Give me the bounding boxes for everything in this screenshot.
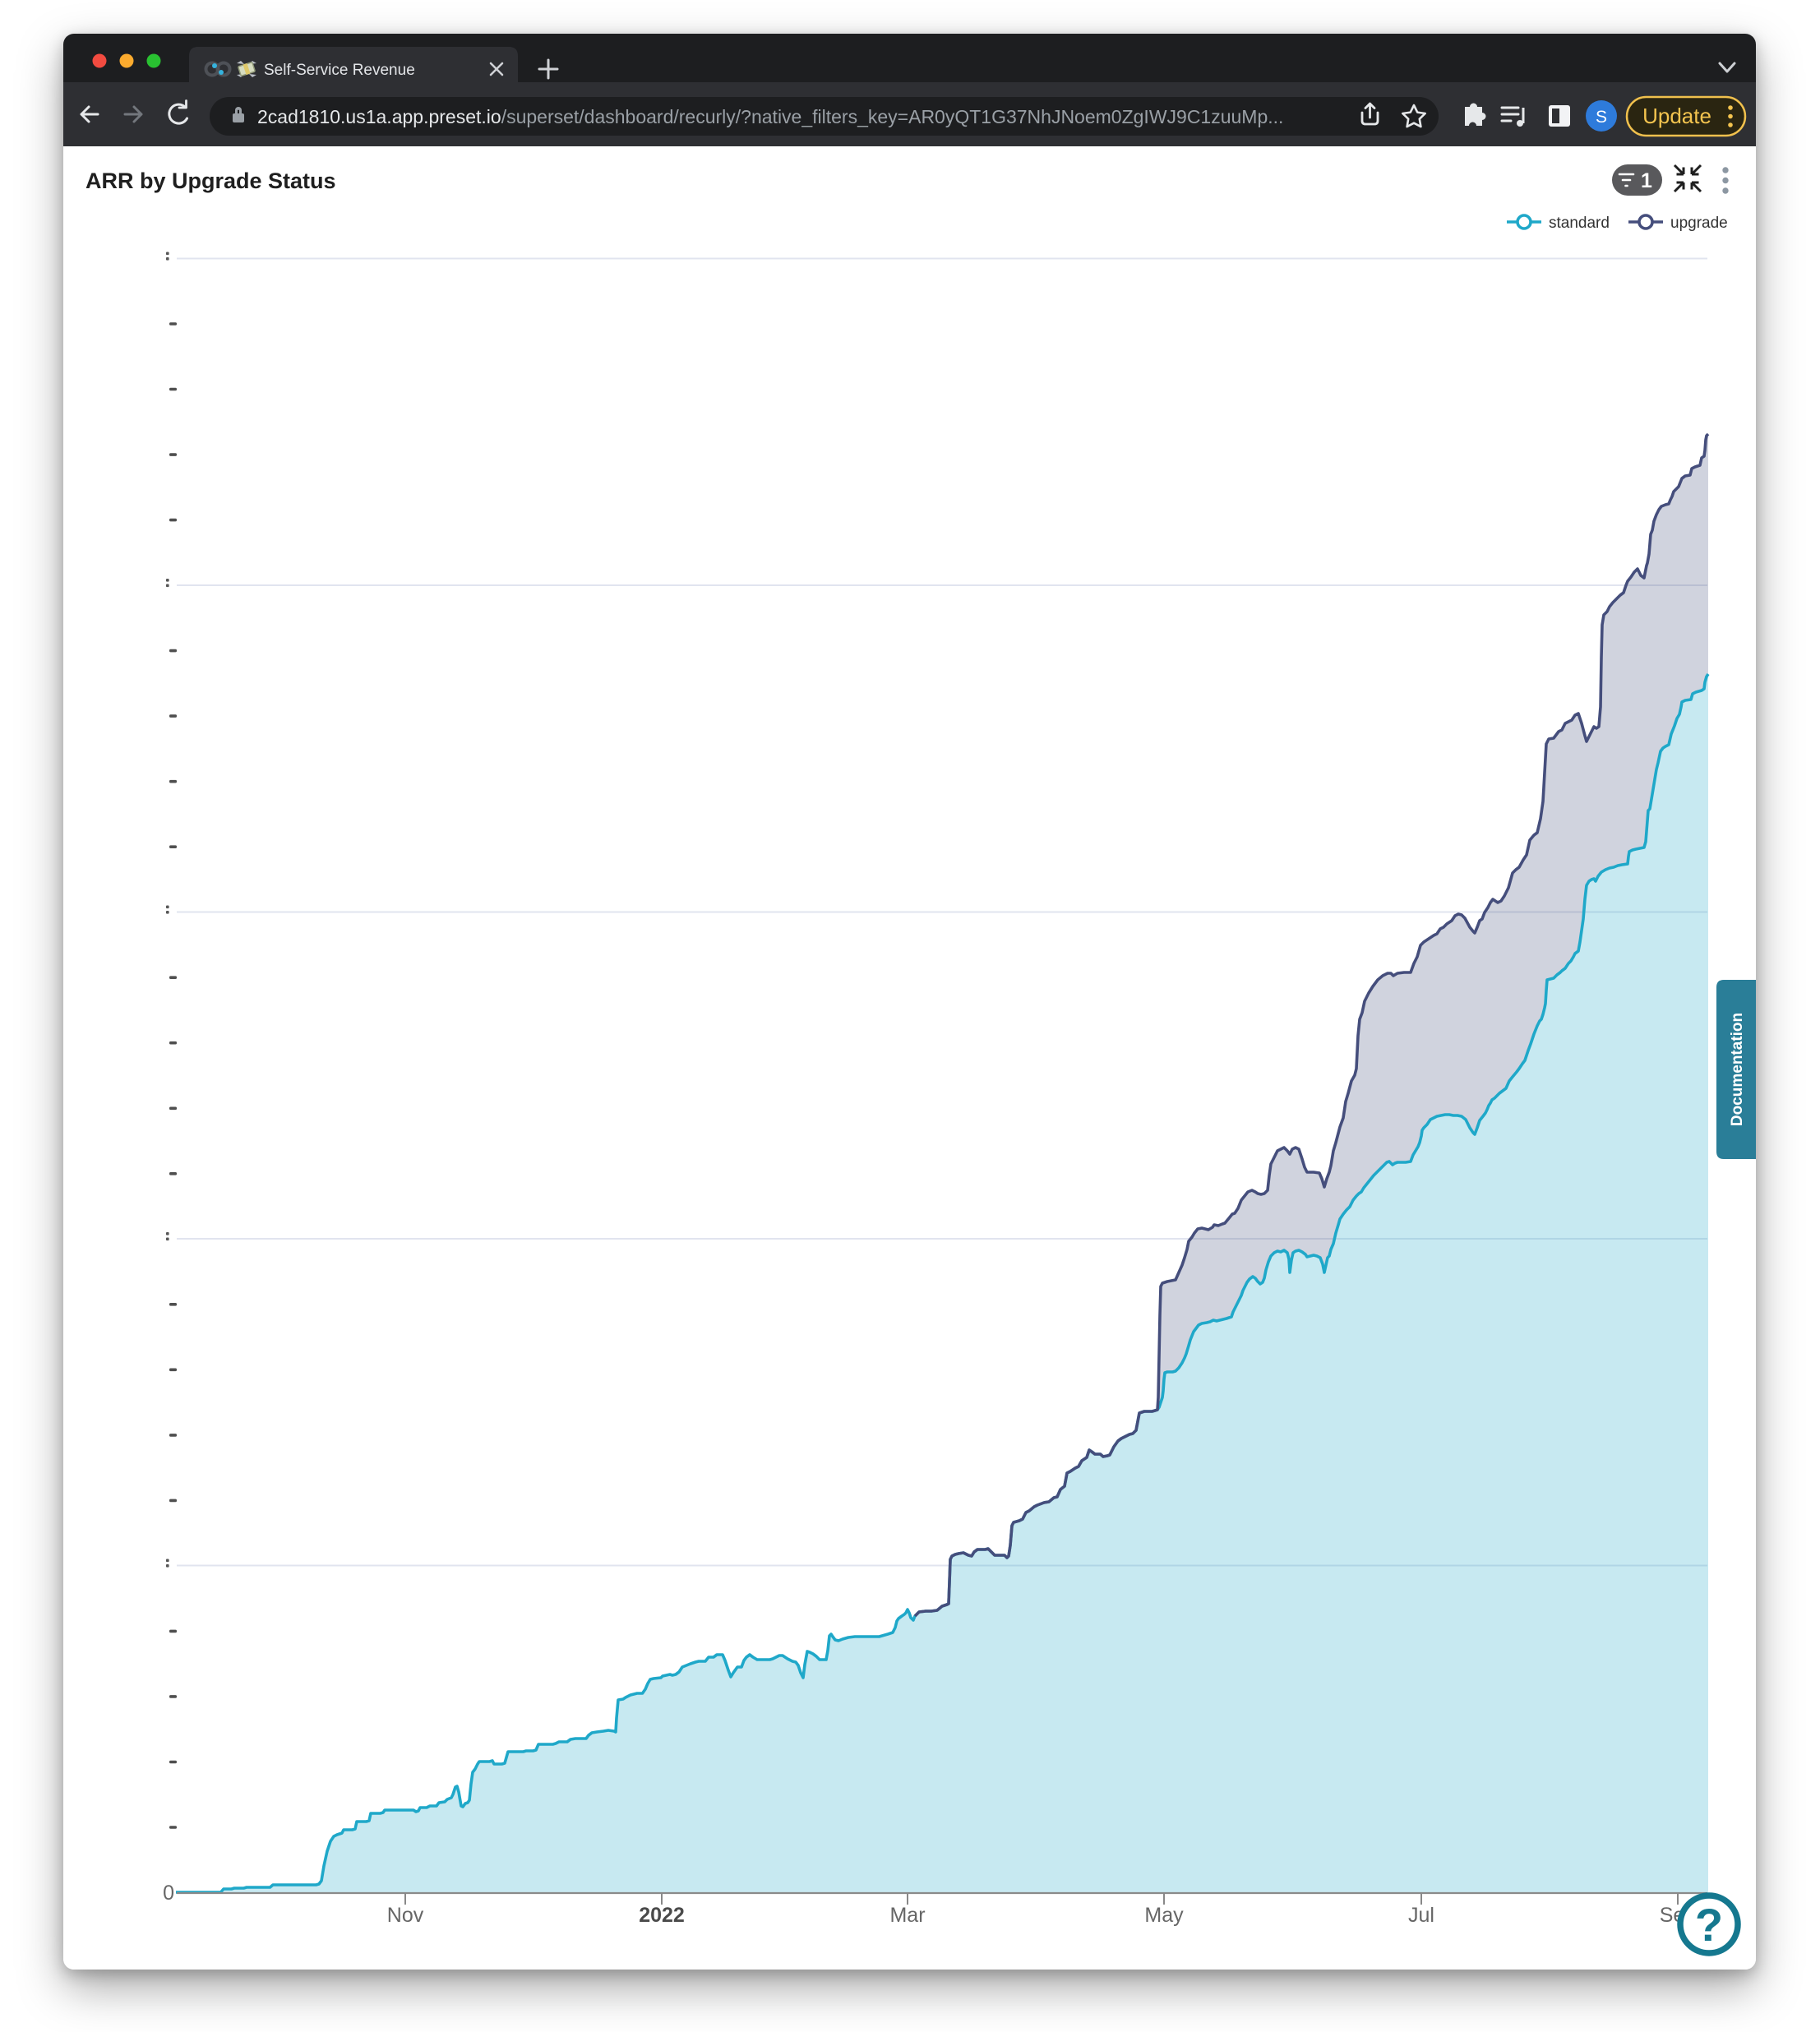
svg-text:2022: 2022 (639, 1904, 685, 1927)
svg-text:?: ? (1695, 1899, 1723, 1951)
svg-text:Jul: Jul (1408, 1904, 1434, 1927)
svg-text:Documentation: Documentation (1729, 1013, 1746, 1126)
svg-text:Self-Service Revenue: Self-Service Revenue (264, 62, 415, 79)
svg-text:Nov: Nov (387, 1904, 424, 1927)
svg-text:upgrade: upgrade (1670, 215, 1728, 232)
svg-text:Update: Update (1642, 104, 1711, 128)
svg-text:2cad1810.us1a.app.preset.io/su: 2cad1810.us1a.app.preset.io/superset/das… (257, 106, 1283, 127)
svg-text:ARR by Upgrade Status: ARR by Upgrade Status (85, 169, 336, 193)
svg-text:Mar: Mar (889, 1904, 925, 1927)
svg-text:1: 1 (1641, 169, 1652, 192)
svg-text:0: 0 (163, 1882, 174, 1905)
svg-text:S: S (1596, 108, 1607, 127)
svg-text:May: May (1144, 1904, 1184, 1927)
svg-text:standard: standard (1549, 215, 1610, 232)
